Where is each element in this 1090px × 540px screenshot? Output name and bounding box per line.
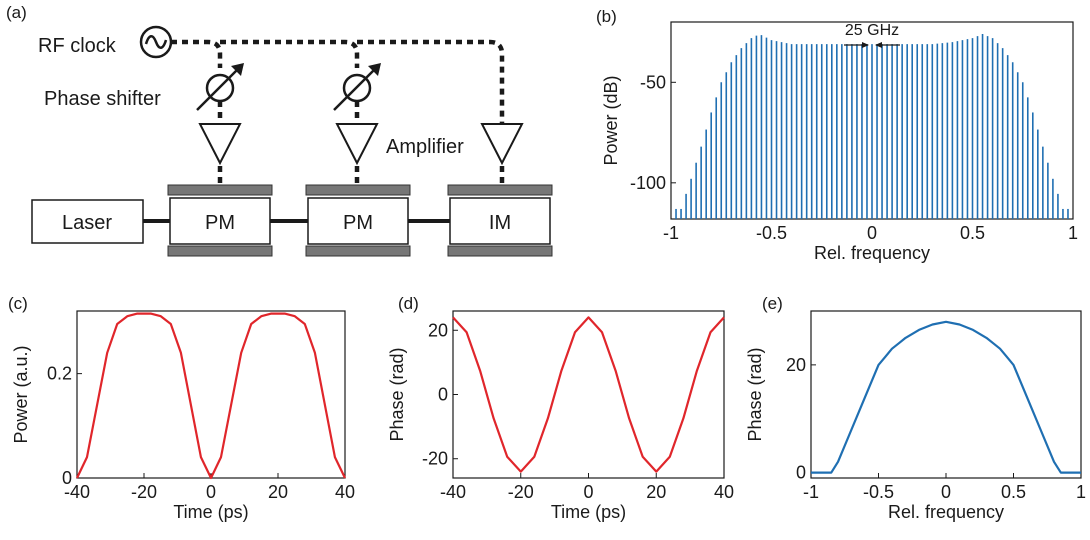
plot-frame — [810, 310, 1082, 479]
panel-a: (a) RF clock Phase shifter Amplifier — [6, 3, 553, 257]
x-tick-label: -20 — [508, 482, 534, 502]
panel-label-d: (d) — [398, 294, 419, 313]
modulator-label: PM — [343, 212, 373, 234]
x-tick-label: 40 — [714, 482, 734, 502]
amplifier-label: Amplifier — [386, 136, 464, 158]
y-tick-label: 20 — [428, 320, 448, 340]
x-tick-label: -40 — [64, 482, 90, 502]
modulator-box — [169, 197, 271, 245]
rf-dashed-line — [217, 166, 505, 184]
plot-frame — [452, 310, 725, 479]
chart-d: -40 -20 0 20 40 20 0 -20 Time (ps) Phase (rad) — [387, 310, 734, 522]
spacing-annotation: 25 GHz — [845, 22, 899, 39]
modulator-box — [307, 197, 409, 245]
y-tick-label: 0.2 — [47, 364, 72, 384]
y-tick-label: -100 — [630, 173, 666, 193]
y-tick-label: -50 — [640, 72, 666, 92]
series-line — [452, 316, 725, 473]
y-axis-label: Power (dB) — [601, 75, 621, 165]
plot-frame — [76, 310, 346, 479]
x-tick-label: 0 — [867, 223, 877, 243]
arrow-head — [862, 42, 869, 48]
rf-clock-label: RF clock — [38, 35, 117, 57]
x-tick-label: 1 — [1076, 482, 1086, 502]
rf-dashed-line — [171, 39, 505, 130]
series-line — [76, 312, 346, 480]
modulator-label: IM — [489, 212, 511, 234]
x-tick-label: -1 — [663, 223, 679, 243]
x-tick-label: -0.5 — [863, 482, 894, 502]
y-tick-label: 0 — [796, 463, 806, 483]
x-tick-label: 40 — [335, 482, 355, 502]
laser-label: Laser — [62, 212, 112, 234]
panel-label-a: (a) — [6, 3, 27, 22]
x-tick-label: -40 — [440, 482, 466, 502]
arrow-head — [875, 42, 882, 48]
y-tick-label: 0 — [62, 468, 72, 488]
x-axis-label: Rel. frequency — [814, 243, 930, 263]
rf-dashed-line — [217, 101, 360, 122]
y-tick-label: 0 — [438, 385, 448, 405]
x-tick-label: 0.5 — [960, 223, 985, 243]
x-tick-label: 20 — [646, 482, 666, 502]
amplifier-icon — [198, 123, 242, 166]
amplifier-icon — [335, 123, 379, 166]
y-tick-label: -20 — [422, 449, 448, 469]
x-axis-label: Time (ps) — [173, 502, 248, 522]
panel-label-e: (e) — [762, 294, 783, 313]
phase-shifter-label: Phase shifter — [44, 88, 161, 110]
electrodes — [167, 184, 553, 257]
x-tick-label: 20 — [268, 482, 288, 502]
chart-e: -1 -0.5 0 0.5 1 0 20 Rel. frequency Phase (rad) — [745, 310, 1086, 522]
x-tick-label: -1 — [803, 482, 819, 502]
modulator-label: PM — [205, 212, 235, 234]
amplifier-icon — [480, 123, 524, 166]
x-tick-label: 0 — [941, 482, 951, 502]
panel-label-b: (b) — [596, 7, 617, 26]
panel-label-c: (c) — [8, 294, 28, 313]
chart-b: -1 -0.5 0 0.5 1 -50 -100 Rel. frequency Power (d… — [601, 21, 1078, 263]
x-tick-label: -20 — [131, 482, 157, 502]
rf-source-icon — [139, 25, 173, 59]
laser-box — [31, 199, 144, 244]
x-axis-label: Time (ps) — [551, 502, 626, 522]
x-tick-label: 1 — [1068, 223, 1078, 243]
modulator-box — [449, 197, 551, 245]
x-axis-label: Rel. frequency — [888, 502, 1004, 522]
x-tick-label: -0.5 — [756, 223, 787, 243]
x-tick-label: 0 — [583, 482, 593, 502]
y-axis-label: Phase (rad) — [745, 347, 765, 441]
y-axis-label: Phase (rad) — [387, 347, 407, 441]
x-tick-label: 0.5 — [1001, 482, 1026, 502]
y-axis-label: Power (a.u.) — [11, 345, 31, 443]
series-line — [811, 320, 1081, 474]
chart-c: -40 -20 0 20 40 0 0.2 Time (ps) Power (a.u.) — [11, 310, 355, 522]
x-tick-label: 0 — [206, 482, 216, 502]
y-tick-label: 20 — [786, 355, 806, 375]
